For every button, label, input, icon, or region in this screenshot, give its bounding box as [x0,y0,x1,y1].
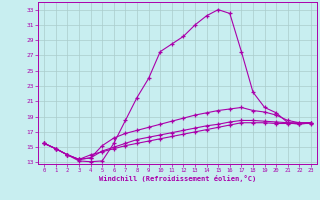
X-axis label: Windchill (Refroidissement éolien,°C): Windchill (Refroidissement éolien,°C) [99,175,256,182]
